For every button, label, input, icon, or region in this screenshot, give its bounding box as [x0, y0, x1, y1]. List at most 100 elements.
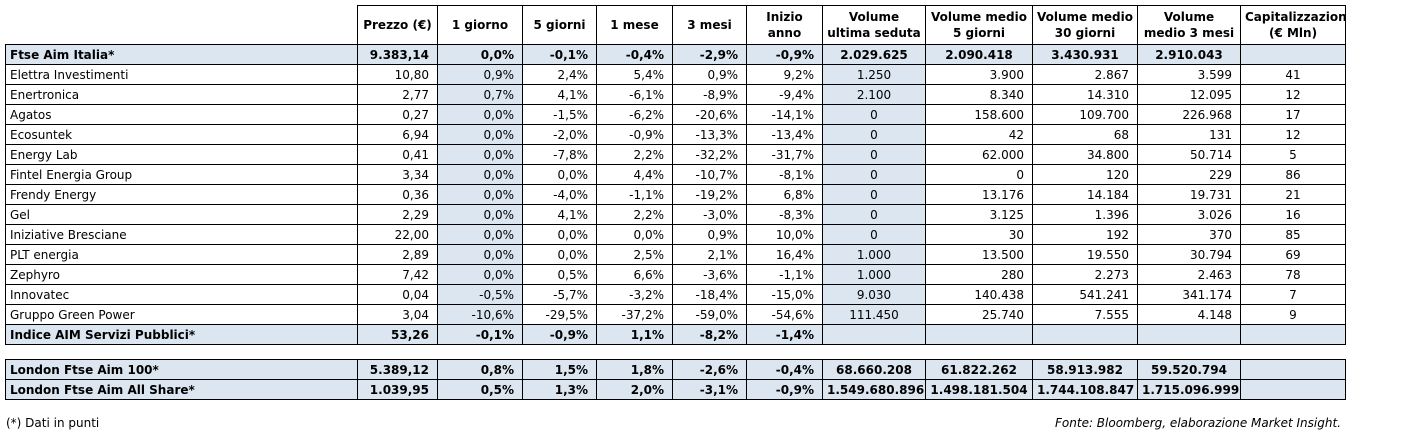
cell: 78 — [1240, 264, 1346, 285]
summary-row: Indice AIM Servizi Pubblici* 53,26 -0,1% -0… — [5, 324, 1346, 345]
cell: 5,4% — [596, 64, 673, 85]
cell: -1,1% — [746, 264, 823, 285]
cell: 0,04 — [357, 284, 438, 305]
header-cell — [5, 5, 358, 45]
cell: 0 — [822, 184, 926, 205]
cell: -0,9% — [522, 324, 597, 345]
cell: 61.822.262 — [925, 359, 1033, 380]
header-cell: 3 mesi — [672, 5, 747, 45]
summary-row: Ftse Aim Italia* 9.383,14 0,0% -0,1% -0,4% -2… — [5, 44, 1346, 65]
cell: -54,6% — [746, 304, 823, 325]
cell: 541.241 — [1032, 284, 1138, 305]
cell: 2,89 — [357, 244, 438, 265]
cell: 2.029.625 — [822, 44, 926, 65]
table-container: Prezzo (€) 1 giorno 5 giorni 1 mese 3 mesi In… — [5, 5, 1346, 400]
cell: 0 — [822, 164, 926, 185]
cell: 7 — [1240, 284, 1346, 305]
cell: 3,04 — [357, 304, 438, 325]
cell: -3,2% — [596, 284, 673, 305]
cell: 14.184 — [1032, 184, 1138, 205]
cell: -14,1% — [746, 104, 823, 125]
summary-row: London Ftse Aim 100* 5.389,12 0,8% 1,5% 1,8%… — [5, 359, 1346, 380]
cell: -8,3% — [746, 204, 823, 225]
cell: 7,42 — [357, 264, 438, 285]
cell: 19.550 — [1032, 244, 1138, 265]
row-label: PLT energia — [5, 244, 358, 265]
cell: 4,1% — [522, 204, 597, 225]
row-label: Elettra Investimenti — [5, 64, 358, 85]
cell: 1.000 — [822, 264, 926, 285]
cell: -32,2% — [672, 144, 747, 165]
cell: -8,1% — [746, 164, 823, 185]
cell: 16,4% — [746, 244, 823, 265]
cell: 12.095 — [1137, 84, 1241, 105]
stock-row: Ecosuntek 6,94 0,0% -2,0% -0,9% -13,3% -13,4% 0… — [5, 124, 1346, 145]
cell: 53,26 — [357, 324, 438, 345]
cell — [1240, 359, 1346, 380]
cell: 0,0% — [437, 104, 523, 125]
cell: -10,6% — [437, 304, 523, 325]
cell: 5 — [1240, 144, 1346, 165]
cell: 0,9% — [672, 224, 747, 245]
cell: 0,0% — [437, 124, 523, 145]
cell: 4.148 — [1137, 304, 1241, 325]
cell: -3,0% — [672, 204, 747, 225]
cell: 280 — [925, 264, 1033, 285]
cell: 2,77 — [357, 84, 438, 105]
cell: 1.715.096.999 — [1137, 379, 1241, 400]
cell — [1240, 44, 1346, 65]
cell: 6,6% — [596, 264, 673, 285]
cell: 2.463 — [1137, 264, 1241, 285]
cell: -0,9% — [596, 124, 673, 145]
cell: 0,0% — [437, 244, 523, 265]
cell: 0,36 — [357, 184, 438, 205]
cell: 0,27 — [357, 104, 438, 125]
cell: 0,0% — [522, 224, 597, 245]
cell: 0 — [822, 144, 926, 165]
cell: 2.867 — [1032, 64, 1138, 85]
cell: 2,2% — [596, 204, 673, 225]
cell: 3.026 — [1137, 204, 1241, 225]
cell — [1240, 379, 1346, 400]
header-cell: 1 mese — [596, 5, 673, 45]
stock-row: Energy Lab 0,41 0,0% -7,8% 2,2% -32,2% -31,7% 0… — [5, 144, 1346, 165]
cell: 0 — [925, 164, 1033, 185]
row-label: Frendy Energy — [5, 184, 358, 205]
cell: 120 — [1032, 164, 1138, 185]
cell: -5,7% — [522, 284, 597, 305]
cell: 1,5% — [522, 359, 597, 380]
row-label: Ecosuntek — [5, 124, 358, 145]
cell: -3,6% — [672, 264, 747, 285]
cell: 0,5% — [522, 264, 597, 285]
cell — [1240, 324, 1346, 345]
cell: 2.910.043 — [1137, 44, 1241, 65]
cell: 0,0% — [437, 224, 523, 245]
market-table: Prezzo (€) 1 giorno 5 giorni 1 mese 3 mesi In… — [5, 5, 1346, 400]
cell: 13.176 — [925, 184, 1033, 205]
cell: 34.800 — [1032, 144, 1138, 165]
cell: 131 — [1137, 124, 1241, 145]
cell: 1.000 — [822, 244, 926, 265]
cell: 2,0% — [596, 379, 673, 400]
cell: 111.450 — [822, 304, 926, 325]
cell: 6,8% — [746, 184, 823, 205]
cell: 0,9% — [672, 64, 747, 85]
cell: 2,29 — [357, 204, 438, 225]
cell: 9.383,14 — [357, 44, 438, 65]
source: Fonte: Bloomberg, elaborazione Market In… — [1055, 416, 1341, 430]
cell: 3,34 — [357, 164, 438, 185]
cell: 3.599 — [1137, 64, 1241, 85]
cell: 2,1% — [672, 244, 747, 265]
cell: 10,0% — [746, 224, 823, 245]
cell: 1.396 — [1032, 204, 1138, 225]
cell: 68 — [1032, 124, 1138, 145]
cell: 1,3% — [522, 379, 597, 400]
cell: 25.740 — [925, 304, 1033, 325]
cell: 8.340 — [925, 84, 1033, 105]
footnote: (*) Dati in punti — [6, 416, 100, 430]
cell: -0,4% — [746, 359, 823, 380]
cell — [1137, 324, 1241, 345]
cell: 9 — [1240, 304, 1346, 325]
cell: -13,3% — [672, 124, 747, 145]
cell: 229 — [1137, 164, 1241, 185]
